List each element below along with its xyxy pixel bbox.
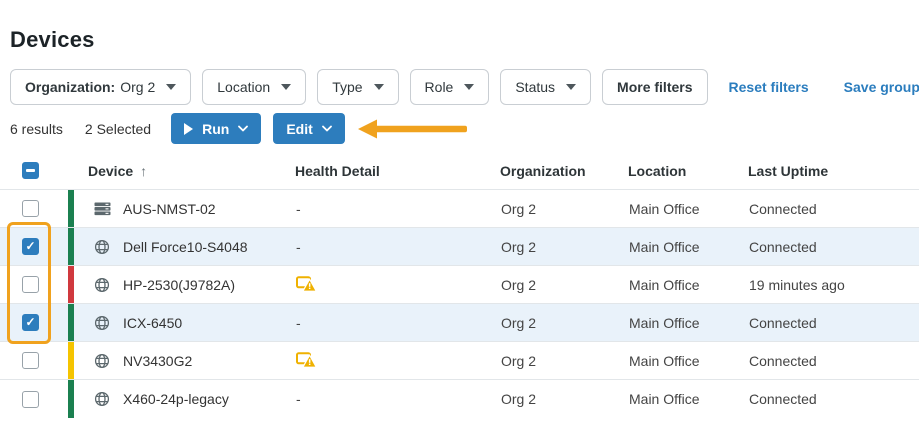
table-row[interactable]: ICX-6450 - Org 2 Main Office Connected [0,304,919,342]
health-warning-icon [296,352,318,369]
table-header-row: Device ↑ Health Detail Organization Loca… [0,152,919,190]
column-header-health-detail[interactable]: Health Detail [295,162,380,179]
row-checkbox[interactable] [22,352,39,369]
caret-down-icon [566,84,577,90]
globe-icon [94,239,110,255]
filter-chip-role[interactable]: Role [409,69,490,105]
row-checkbox[interactable] [22,276,39,293]
health-value: - [296,314,301,331]
run-button[interactable]: Run [171,113,262,144]
select-all-checkbox[interactable] [22,162,39,179]
globe-icon [94,315,110,331]
table-row[interactable]: NV3430G2 Org 2 Main Office Connected [0,342,919,380]
row-organization: Org 2 [501,276,537,293]
reset-filters-link[interactable]: Reset filters [728,79,809,95]
status-bar [68,304,74,341]
caret-down-icon [281,84,292,90]
row-location: Main Office [629,276,700,293]
row-location: Main Office [629,200,700,217]
health-value: - [296,391,301,407]
device-name: AUS-NMST-02 [123,200,216,217]
filter-chip-organization-value: Org 2 [120,79,156,95]
row-organization: Org 2 [501,200,537,217]
status-bar [68,342,74,379]
column-header-last-uptime[interactable]: Last Uptime [748,162,829,179]
status-bar [68,266,74,303]
row-checkbox[interactable] [22,200,39,217]
filter-chip-role-label: Role [424,79,454,95]
table-row[interactable]: Dell Force10-S4048 - Org 2 Main Office C… [0,228,919,266]
caret-down-icon [464,84,475,90]
health-warning-icon [296,276,318,293]
row-last-uptime: 19 minutes ago [749,276,845,293]
row-last-uptime: Connected [749,200,817,217]
filter-chip-type-label: Type [332,79,363,95]
filter-bar: Organization: Org 2 Location Type Role S… [10,69,919,105]
table-row[interactable]: HP-2530(J9782A) Org 2 Main Office 19 min… [0,266,919,304]
column-header-organization[interactable]: Organization [500,162,586,179]
status-bar [68,380,74,418]
play-icon [184,122,194,135]
row-organization: Org 2 [501,314,537,331]
globe-icon [94,277,110,293]
table-row[interactable]: AUS-NMST-02 - Org 2 Main Office Connecte… [0,190,919,228]
device-name: Dell Force10-S4048 [123,238,248,255]
globe-icon [94,391,110,407]
table-row[interactable]: X460-24p-legacy - Org 2 Main Office Conn… [0,380,919,418]
selection-toolbar: 6 results 2 Selected Run Edit [10,113,469,144]
switch-icon [94,202,111,216]
status-bar [68,228,74,265]
row-last-uptime: Connected [749,238,817,255]
health-value: - [296,238,301,255]
page-title: Devices [10,26,95,52]
run-button-label: Run [202,120,230,137]
row-location: Main Office [629,314,700,331]
column-header-location[interactable]: Location [628,162,687,179]
filter-chip-type[interactable]: Type [317,69,399,105]
more-filters-label: More filters [617,79,693,95]
row-location: Main Office [629,352,700,369]
filter-chip-location[interactable]: Location [202,69,307,105]
status-bar [68,190,74,227]
device-name: ICX-6450 [123,314,183,331]
filter-chip-location-label: Location [217,79,271,95]
selected-count: 2 Selected [84,120,152,137]
edit-button[interactable]: Edit [273,113,345,144]
row-last-uptime: Connected [749,391,817,407]
row-location: Main Office [629,391,700,407]
filter-chip-organization-label: Organization: [25,79,116,95]
sort-asc-icon: ↑ [140,162,148,179]
caret-down-icon [373,84,384,90]
device-name: X460-24p-legacy [123,391,229,407]
save-group-link[interactable]: Save group [843,79,919,95]
device-name: NV3430G2 [123,352,193,369]
chevron-down-icon [238,125,249,132]
filter-chip-status[interactable]: Status [500,69,592,105]
filter-chip-status-label: Status [515,79,556,95]
chevron-down-icon [321,125,332,132]
row-checkbox[interactable] [22,238,39,255]
device-name: HP-2530(J9782A) [123,276,236,293]
row-last-uptime: Connected [749,314,817,331]
row-organization: Org 2 [501,391,537,407]
column-header-device[interactable]: Device ↑ [88,162,148,179]
results-count: 6 results [10,120,63,137]
health-value: - [296,200,301,217]
caret-down-icon [166,84,177,90]
row-organization: Org 2 [501,238,537,255]
row-checkbox[interactable] [22,390,39,408]
edit-button-label: Edit [286,120,313,137]
row-location: Main Office [629,238,700,255]
globe-icon [94,353,110,369]
row-checkbox[interactable] [22,314,39,331]
filter-chip-organization[interactable]: Organization: Org 2 [10,69,192,105]
row-organization: Org 2 [501,352,537,369]
devices-table: Device ↑ Health Detail Organization Loca… [0,152,919,418]
row-last-uptime: Connected [749,352,817,369]
annotation-arrow [357,116,469,142]
more-filters-button[interactable]: More filters [602,69,708,105]
